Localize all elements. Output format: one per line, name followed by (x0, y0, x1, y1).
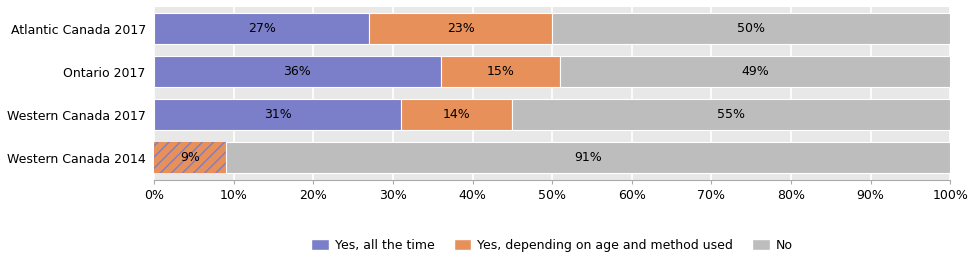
Bar (154, 13, 370, 44)
Bar (560, 56, 950, 87)
Text: 14%: 14% (443, 108, 471, 121)
Text: 55%: 55% (718, 108, 745, 121)
Bar (512, 99, 950, 130)
Text: 23%: 23% (447, 22, 475, 35)
Text: 9%: 9% (180, 152, 200, 164)
Text: 50%: 50% (737, 22, 765, 35)
Bar (154, 142, 226, 174)
Text: 36%: 36% (284, 65, 311, 78)
Bar (226, 142, 950, 174)
Legend: Yes, all the time, Yes, depending on age and method used, No: Yes, all the time, Yes, depending on age… (306, 234, 798, 257)
Bar (401, 99, 512, 130)
Text: 15%: 15% (487, 65, 515, 78)
Text: 49%: 49% (741, 65, 769, 78)
Bar (154, 99, 401, 130)
Text: 31%: 31% (263, 108, 292, 121)
Bar (441, 56, 560, 87)
Bar (154, 56, 441, 87)
Text: 91%: 91% (574, 152, 602, 164)
Bar (552, 13, 950, 44)
Text: 27%: 27% (248, 22, 276, 35)
Bar (370, 13, 552, 44)
